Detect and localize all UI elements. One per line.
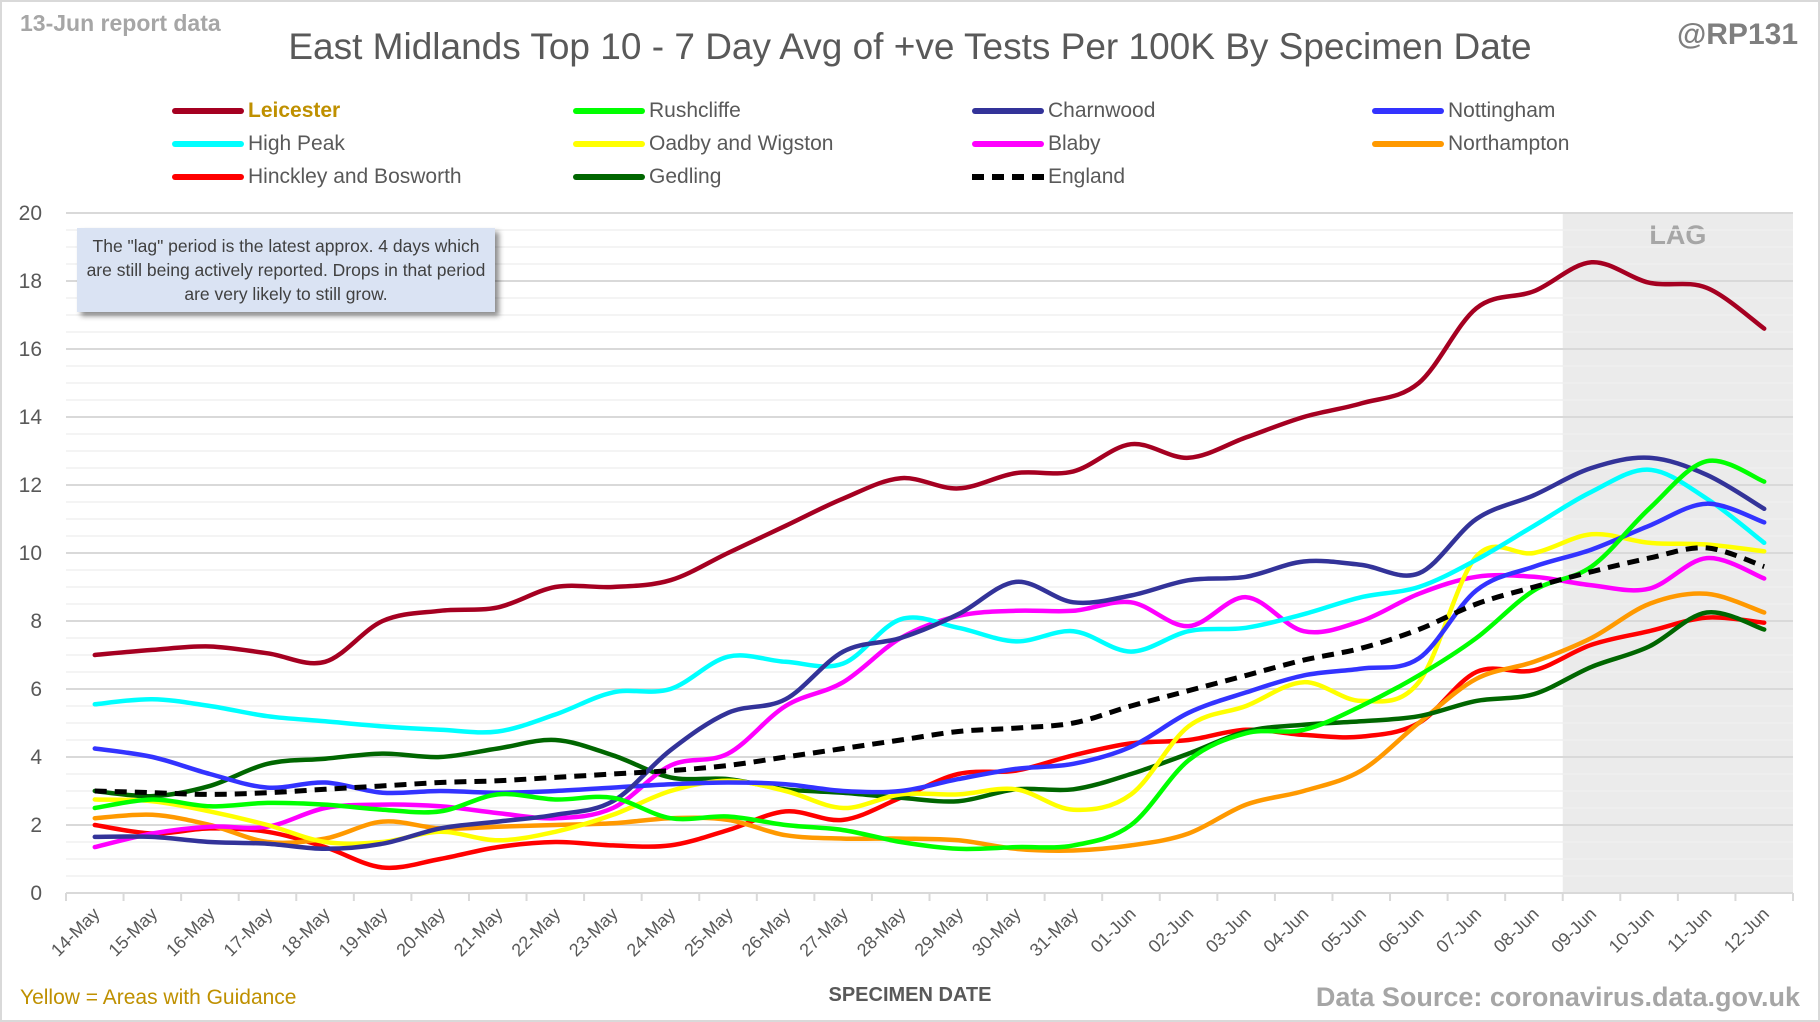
x-tick-label: 08-Jun xyxy=(1490,904,1543,957)
legend-swatch xyxy=(172,174,244,180)
legend-swatch xyxy=(573,108,645,114)
y-tick-label: 0 xyxy=(30,882,42,905)
y-tick-label: 4 xyxy=(30,746,42,769)
x-tick-label: 21-May xyxy=(450,904,507,961)
series-line-northampton xyxy=(92,591,1767,853)
y-tick-label: 8 xyxy=(30,610,42,633)
data-source: Data Source: coronavirus.data.gov.uk xyxy=(1315,982,1800,1012)
x-tick-label: 06-Jun xyxy=(1375,904,1428,957)
lag-explanation-note: The "lag" period is the latest approx. 4… xyxy=(77,228,495,312)
x-tick-label: 22-May xyxy=(508,904,565,961)
series-line-charnwood xyxy=(92,455,1767,852)
legend-label: Nottingham xyxy=(1448,99,1556,122)
y-tick-label: 2 xyxy=(30,814,42,837)
x-tick-label: 04-Jun xyxy=(1259,904,1312,957)
legend-label: Charnwood xyxy=(1048,99,1156,122)
legend-label: Rushcliffe xyxy=(649,99,741,122)
series-line-leicester xyxy=(92,260,1767,666)
series-line-rushcliffe xyxy=(92,458,1767,852)
legend-item-leicester: Leicester xyxy=(172,96,340,126)
legend-swatch xyxy=(172,141,244,147)
y-tick-label: 12 xyxy=(19,474,42,497)
x-tick-label: 07-Jun xyxy=(1432,904,1485,957)
series-line-england xyxy=(94,545,1766,797)
x-tick-label: 10-Jun xyxy=(1605,904,1658,957)
x-tick-label: 25-May xyxy=(680,904,737,961)
x-tick-label: 27-May xyxy=(795,904,852,961)
y-tick-label: 10 xyxy=(19,542,42,565)
chart-title: East Midlands Top 10 - 7 Day Avg of +ve … xyxy=(288,26,1532,67)
x-tick-label: 15-May xyxy=(105,904,162,961)
series-line-blaby xyxy=(92,555,1767,850)
x-tick-label: 26-May xyxy=(738,904,795,961)
legend-item-charnwood: Charnwood xyxy=(972,96,1155,126)
x-tick-label: 12-Jun xyxy=(1720,904,1773,957)
x-tick-label: 05-Jun xyxy=(1317,904,1370,957)
legend-swatch xyxy=(1372,141,1444,147)
legend-item-high-peak: High Peak xyxy=(172,129,345,159)
series-lines xyxy=(92,260,1767,871)
x-tick-label: 02-Jun xyxy=(1144,904,1197,957)
legend-item-gedling: Gedling xyxy=(573,162,721,192)
x-tick-label: 11-Jun xyxy=(1663,904,1715,956)
y-tick-label: 16 xyxy=(19,338,42,361)
legend-item-blaby: Blaby xyxy=(972,129,1101,159)
y-tick-label: 18 xyxy=(19,270,42,293)
legend-item-oadby-and-wigston: Oadby and Wigston xyxy=(573,129,833,159)
x-tick-label: 20-May xyxy=(392,904,449,961)
x-tick-label: 09-Jun xyxy=(1547,904,1600,957)
guidance-note: Yellow = Areas with Guidance xyxy=(20,986,297,1009)
lag-label: LAG xyxy=(1649,220,1706,250)
legend-label: Oadby and Wigston xyxy=(649,132,834,155)
x-tick-label: 01-Jun xyxy=(1087,904,1140,957)
x-tick-label: 23-May xyxy=(565,904,622,961)
x-tick-label: 29-May xyxy=(911,904,968,961)
x-tick-label: 18-May xyxy=(277,904,334,961)
legend-label: High Peak xyxy=(248,132,345,155)
x-tick-label: 16-May xyxy=(162,904,219,961)
x-axis-title: SPECIMEN DATE xyxy=(828,984,992,1006)
legend-label: Gedling xyxy=(649,165,722,188)
author-handle: @RP131 xyxy=(1677,18,1798,51)
y-tick-label: 14 xyxy=(19,406,43,429)
legend-swatch xyxy=(972,141,1044,147)
legend-item-rushcliffe: Rushcliffe xyxy=(573,96,741,126)
series-line-gedling xyxy=(92,610,1767,804)
legend-swatch xyxy=(573,141,645,147)
legend-swatch xyxy=(972,174,1044,180)
series-line-high-peak xyxy=(92,467,1767,735)
x-tick-label: 19-May xyxy=(335,904,392,961)
legend-label: Leicester xyxy=(248,99,341,122)
legend-item-northampton: Northampton xyxy=(1372,129,1569,159)
x-tick-label: 17-May xyxy=(220,904,277,961)
legend-swatch xyxy=(972,108,1044,114)
legend-item-hinckley-and-bosworth: Hinckley and Bosworth xyxy=(172,162,462,192)
x-tick-label: 31-May xyxy=(1026,904,1083,961)
x-tick-label: 03-Jun xyxy=(1202,904,1255,957)
report-date-label: 13-Jun report data xyxy=(20,10,221,36)
legend-label: Northampton xyxy=(1448,132,1570,155)
legend-swatch xyxy=(172,108,244,114)
legend-swatch xyxy=(1372,108,1444,114)
legend-item-england: England xyxy=(972,162,1125,192)
legend-label: England xyxy=(1048,165,1126,188)
gridlines xyxy=(66,212,1793,877)
x-tick-label: 30-May xyxy=(968,904,1025,961)
x-tick-label: 14-May xyxy=(47,904,104,961)
legend-swatch xyxy=(573,174,645,180)
legend-label: Hinckley and Bosworth xyxy=(248,165,462,188)
y-tick-label: 20 xyxy=(19,202,42,225)
x-tick-label: 24-May xyxy=(623,904,680,961)
legend-item-nottingham: Nottingham xyxy=(1372,96,1555,126)
y-tick-label: 6 xyxy=(30,678,42,701)
x-tick-label: 28-May xyxy=(853,904,910,961)
series-line-nottingham xyxy=(92,501,1767,796)
legend-label: Blaby xyxy=(1048,132,1101,155)
